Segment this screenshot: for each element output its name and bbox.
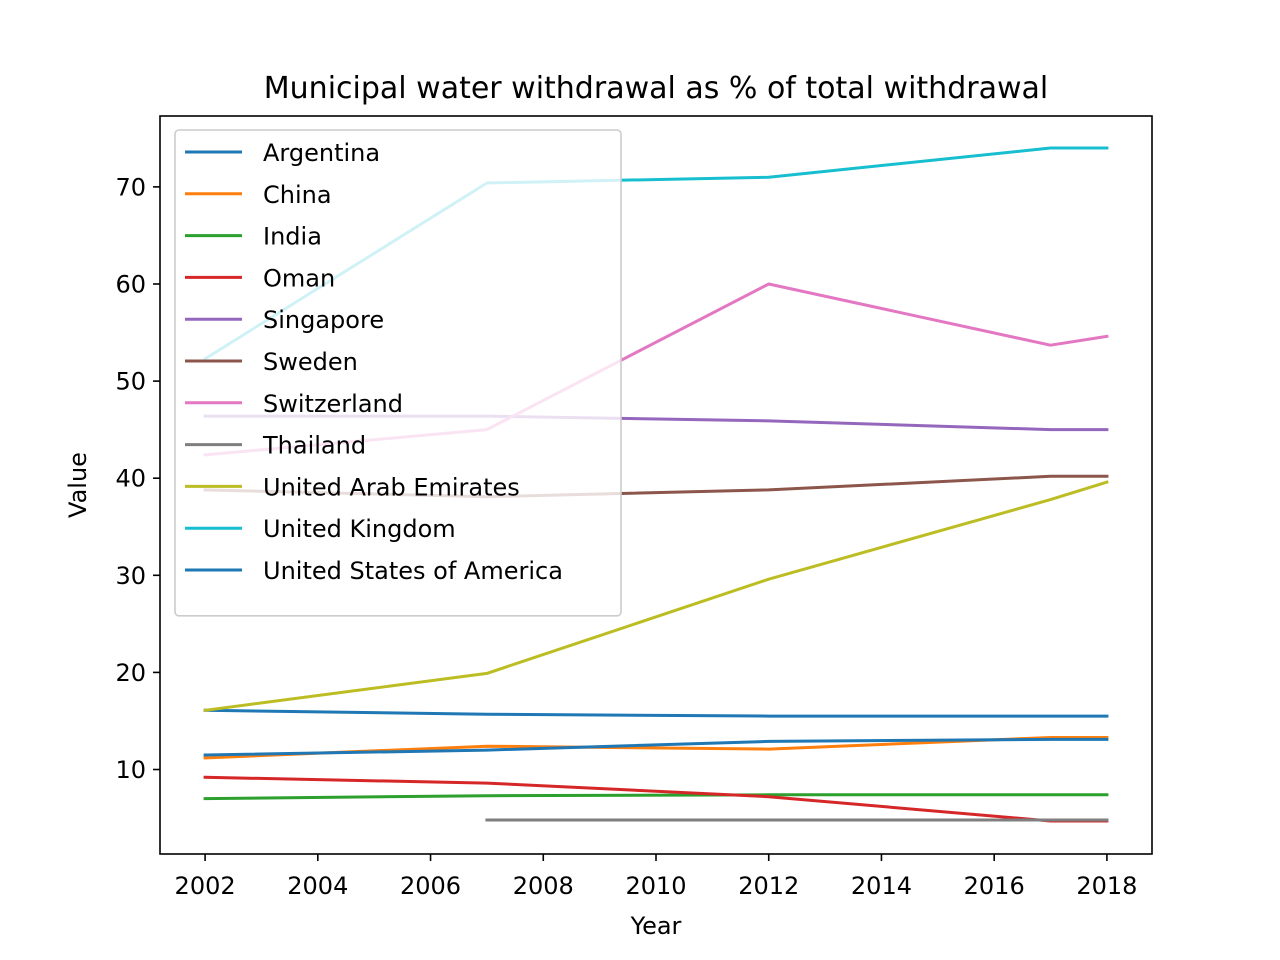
- legend-entry-label: Singapore: [263, 306, 384, 334]
- chart-title: Municipal water withdrawal as % of total…: [264, 71, 1048, 106]
- legend-entry-label: United Kingdom: [263, 515, 456, 543]
- plot-area: [203, 146, 1109, 823]
- x-tick-label: 2004: [287, 872, 348, 900]
- x-tick-label: 2010: [625, 872, 686, 900]
- series-line-india: [203, 793, 1109, 801]
- y-tick-label: 20: [115, 659, 146, 687]
- legend-entry-label: United Arab Emirates: [263, 473, 520, 501]
- legend-entry-label: India: [263, 223, 322, 251]
- y-tick-label: 40: [115, 465, 146, 493]
- y-tick-label: 30: [115, 562, 146, 590]
- x-tick-label: 2006: [400, 872, 461, 900]
- series-line-argentina: [203, 708, 1109, 718]
- series-line-united-arab-emirates: [203, 480, 1109, 712]
- x-tick-label: 2012: [738, 872, 799, 900]
- series-line-united-states-of-america: [203, 737, 1109, 757]
- y-tick-label: 60: [115, 270, 146, 298]
- legend-entry-label: Thailand: [262, 432, 366, 460]
- x-tick-label: 2008: [513, 872, 574, 900]
- axes: 2002 2004 2006 2008 2010 2012 2014 2016 2018 10 20…: [115, 115, 1153, 900]
- legend-entry-label: Switzerland: [263, 390, 403, 418]
- legend-entry-label: Argentina: [263, 139, 380, 167]
- legend-box: [174, 129, 622, 617]
- y-tick-label: 10: [115, 756, 146, 784]
- y-tick-label: 70: [115, 173, 146, 201]
- x-tick-label: 2014: [851, 872, 912, 900]
- x-tick-label: 2018: [1076, 872, 1137, 900]
- legend: Argentina China India Oman Singapore Sweden Sw…: [174, 129, 622, 617]
- x-tick-label: 2016: [964, 872, 1025, 900]
- series-line-china: [203, 736, 1109, 760]
- legend-entry-label: United States of America: [263, 557, 563, 585]
- y-tick-label: 50: [115, 368, 146, 396]
- x-tick-label: 2002: [175, 872, 236, 900]
- legend-entry-label: Sweden: [263, 348, 358, 376]
- x-axis-label: Year: [630, 912, 682, 940]
- legend-entry-label: Oman: [263, 264, 335, 292]
- y-axis-label: Value: [64, 452, 92, 518]
- legend-entry-label: China: [263, 181, 332, 209]
